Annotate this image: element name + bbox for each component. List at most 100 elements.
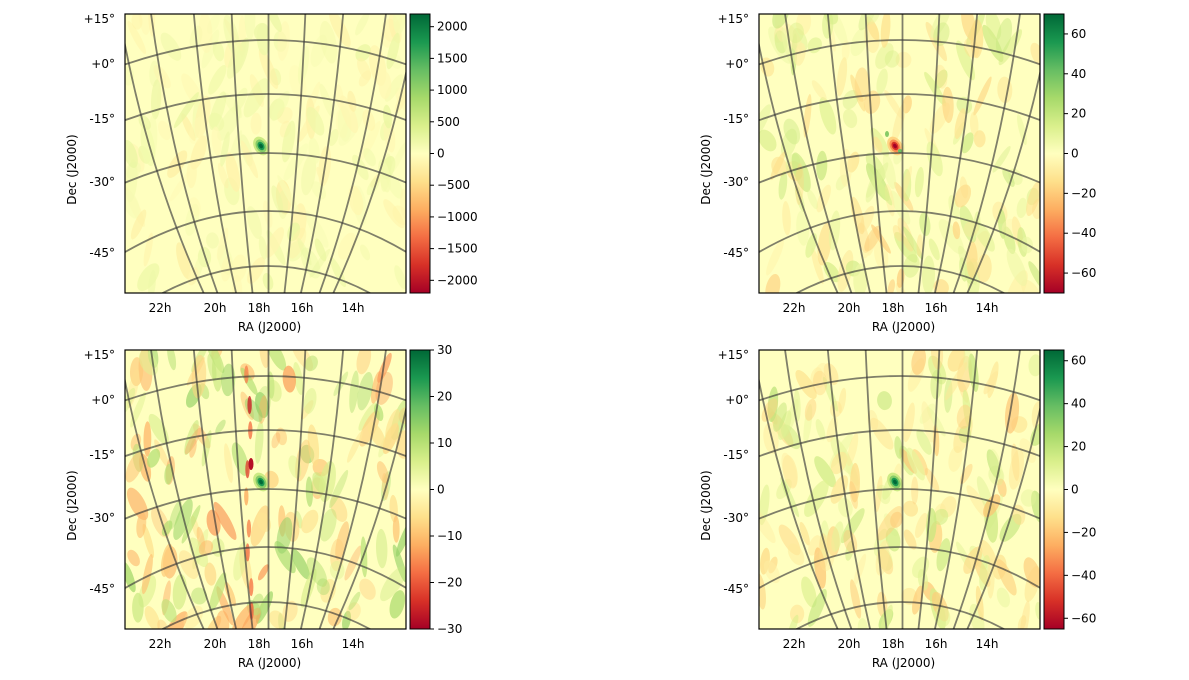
noise-blob	[125, 161, 141, 179]
noise-blob	[845, 540, 854, 561]
noise-blob	[795, 369, 817, 400]
noise-blob	[231, 603, 254, 629]
noise-blob	[854, 67, 870, 102]
noise-blob	[131, 14, 143, 30]
noise-blob	[934, 64, 948, 89]
noise-blob	[914, 166, 924, 198]
noise-blob	[916, 234, 923, 257]
noise-blob	[864, 21, 880, 53]
noise-blob	[169, 500, 182, 530]
noise-blob	[759, 507, 776, 544]
noise-blob	[933, 508, 949, 525]
noise-blob	[281, 120, 296, 163]
noise-blob	[304, 210, 329, 248]
noise-blob	[842, 89, 859, 110]
noise-blob	[986, 449, 1001, 479]
noise-blob	[201, 430, 212, 467]
noise-blob	[759, 573, 766, 610]
noise-blob	[225, 152, 241, 192]
ra-tick-label: 18h	[882, 301, 905, 315]
dec-gridline	[125, 93, 406, 122]
noise-blob	[804, 398, 817, 421]
noise-blob	[838, 387, 847, 414]
x-axis-label: RA (J2000)	[872, 320, 935, 334]
ra-tick-label: 14h	[976, 637, 999, 651]
noise-blob	[132, 592, 144, 623]
noise-blob	[215, 419, 226, 434]
noise-blob	[952, 221, 961, 240]
noise-blob	[224, 443, 233, 484]
noise-blob	[352, 154, 369, 181]
noise-blob	[928, 238, 940, 261]
noise-blob	[143, 232, 154, 267]
ra-tick-label: 18h	[248, 637, 271, 651]
noise-blob	[181, 505, 201, 544]
ra-gridline	[125, 40, 205, 293]
ra-tick-label: 16h	[291, 637, 314, 651]
colorbar-tick-label: 0	[437, 483, 445, 497]
ra-tick-label: 22h	[149, 637, 172, 651]
map-image	[759, 14, 1040, 293]
noise-blob	[867, 14, 880, 25]
noise-blob	[226, 41, 247, 79]
dec-gridline	[160, 601, 372, 629]
ra-gridline	[917, 350, 941, 629]
noise-blob	[782, 201, 791, 236]
noise-blob	[969, 111, 979, 137]
colorbar-tick-label: 0	[1071, 483, 1079, 497]
noise-blob	[276, 517, 293, 554]
noise-blob	[1031, 490, 1040, 524]
noise-blob	[208, 64, 227, 95]
noise-blob	[329, 469, 349, 509]
noise-blob	[271, 185, 284, 213]
ra-gridline	[230, 350, 254, 629]
dec-tick-label: -45°	[89, 246, 115, 260]
dec-tick-label: -15°	[89, 448, 115, 462]
map-panel-4: +15° +0° -15° -30° -45° 22h 20h 18h 16h 14h RA (J2…	[699, 348, 1096, 670]
noise-blob	[1030, 422, 1040, 446]
noise-blob	[181, 113, 196, 141]
noise-blob	[355, 14, 370, 36]
noise-blob	[291, 548, 310, 580]
plot-frame	[758, 13, 1041, 294]
noise-blob	[216, 227, 229, 261]
dec-gridline	[759, 210, 1040, 254]
noise-blob	[130, 391, 147, 428]
noise-blob	[301, 509, 319, 534]
noise-blob	[169, 171, 191, 202]
noise-blob	[142, 523, 155, 559]
noise-blob	[796, 14, 812, 36]
dec-gridline	[759, 39, 1040, 66]
dec-tick-label: -30°	[723, 175, 749, 189]
streak-blob	[247, 396, 252, 414]
dec-gridline	[759, 152, 1040, 184]
colorbar-tick-label: 20	[437, 390, 452, 404]
noise-blob	[812, 370, 828, 396]
noise-blob	[810, 367, 823, 386]
colorbar-tick-label: 2000	[437, 20, 468, 34]
noise-blob	[347, 90, 357, 112]
noise-blob	[392, 515, 400, 543]
noise-blob	[959, 205, 977, 243]
dec-tick-label: +15°	[84, 12, 115, 26]
ra-tick-label: 22h	[783, 301, 806, 315]
noise-blob	[319, 508, 337, 542]
noise-blob	[902, 168, 912, 202]
colorbar-tick-label: 40	[1071, 67, 1086, 81]
noise-blob	[768, 556, 778, 574]
ra-tick-label: 20h	[838, 637, 861, 651]
noise-blob	[176, 242, 191, 280]
noise-blob	[783, 118, 801, 145]
noise-blob	[363, 148, 376, 167]
noise-blob	[766, 238, 784, 276]
plot-frame	[124, 13, 407, 294]
noise-blob	[914, 512, 928, 538]
noise-blob	[875, 475, 883, 513]
noise-blob	[1002, 168, 1015, 187]
noise-blob	[763, 560, 781, 584]
noise-blob	[1019, 438, 1037, 463]
noise-blob	[215, 610, 230, 629]
ra-tick-label: 22h	[149, 301, 172, 315]
noise-blob	[903, 500, 919, 517]
noise-blob	[394, 265, 406, 290]
